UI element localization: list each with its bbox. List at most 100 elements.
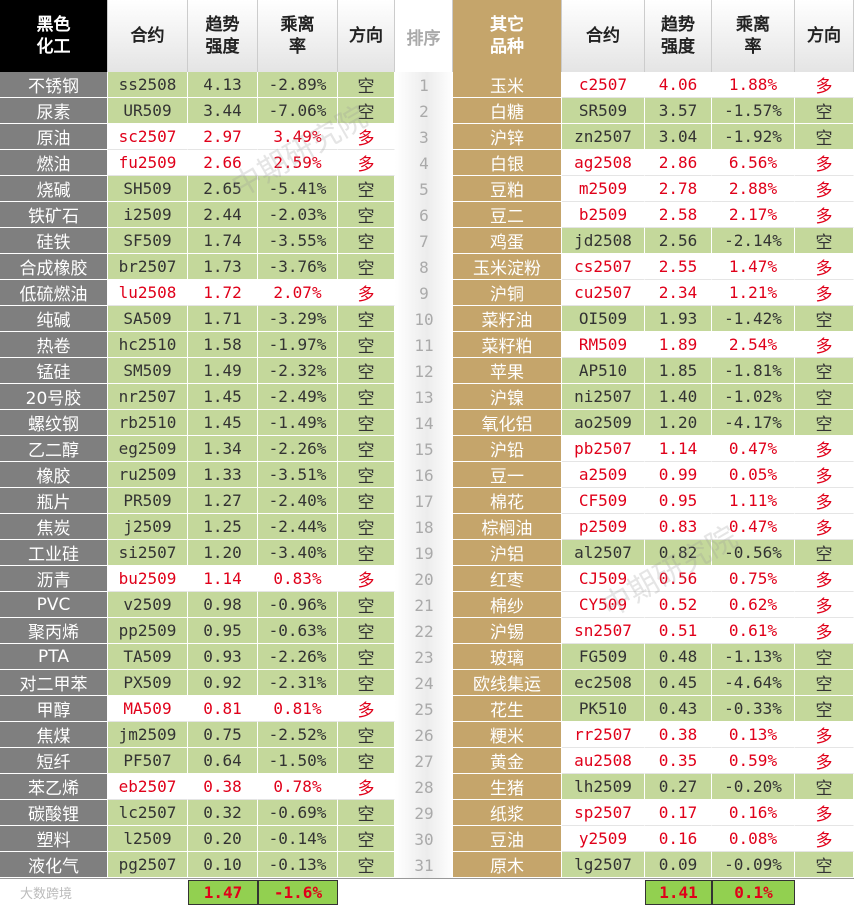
cell-direction: 多 bbox=[795, 800, 854, 826]
rank: 24 bbox=[395, 670, 453, 696]
cell-deviation: 3.49% bbox=[258, 124, 338, 150]
cell-contract: ag2508 bbox=[562, 150, 645, 176]
cell-strength: 1.58 bbox=[188, 332, 258, 358]
cell-direction: 空 bbox=[338, 618, 395, 644]
cell-direction: 空 bbox=[338, 800, 395, 826]
rank: 14 bbox=[395, 410, 453, 436]
cell-strength: 0.81 bbox=[188, 696, 258, 722]
cell-strength: 2.55 bbox=[645, 254, 712, 280]
cell-deviation: -1.57% bbox=[712, 98, 795, 124]
cell-deviation: -0.14% bbox=[258, 826, 338, 852]
rank: 1 bbox=[395, 72, 453, 98]
cell-name: 棕榈油 bbox=[453, 514, 562, 540]
cell-strength: 3.44 bbox=[188, 98, 258, 124]
cell-direction: 多 bbox=[338, 774, 395, 800]
cell-strength: 2.58 bbox=[645, 202, 712, 228]
cell-strength: 1.14 bbox=[188, 566, 258, 592]
cell-contract: UR509 bbox=[108, 98, 188, 124]
cell-contract: a2509 bbox=[562, 462, 645, 488]
cell-deviation: -5.41% bbox=[258, 176, 338, 202]
cell-contract: br2507 bbox=[108, 254, 188, 280]
cell-deviation: -1.81% bbox=[712, 358, 795, 384]
cell-contract: lh2509 bbox=[562, 774, 645, 800]
cell-direction: 空 bbox=[338, 514, 395, 540]
cell-direction: 多 bbox=[795, 618, 854, 644]
header-name: 其它品种 bbox=[453, 0, 562, 72]
cell-contract: pp2509 bbox=[108, 618, 188, 644]
cell-direction: 多 bbox=[795, 72, 854, 98]
cell-strength: 2.66 bbox=[188, 150, 258, 176]
cell-deviation: -3.51% bbox=[258, 462, 338, 488]
header-text: 乘离率 bbox=[280, 15, 315, 57]
header-text: 其它品种 bbox=[489, 15, 524, 57]
cell-direction: 空 bbox=[338, 462, 395, 488]
cell-direction: 多 bbox=[795, 280, 854, 306]
cell-deviation: 0.78% bbox=[258, 774, 338, 800]
cell-name: 尿素 bbox=[0, 98, 108, 124]
cell-direction: 多 bbox=[795, 254, 854, 280]
cell-contract: RM509 bbox=[562, 332, 645, 358]
cell-direction: 多 bbox=[795, 332, 854, 358]
cell-contract: ss2508 bbox=[108, 72, 188, 98]
cell-contract: lu2508 bbox=[108, 280, 188, 306]
cell-name: 玉米 bbox=[453, 72, 562, 98]
cell-strength: 1.89 bbox=[645, 332, 712, 358]
cell-strength: 1.14 bbox=[645, 436, 712, 462]
cell-deviation: -1.13% bbox=[712, 644, 795, 670]
rank: 29 bbox=[395, 800, 453, 826]
cell-strength: 1.40 bbox=[645, 384, 712, 410]
cell-strength: 0.38 bbox=[188, 774, 258, 800]
cell-strength: 0.32 bbox=[188, 800, 258, 826]
rank: 22 bbox=[395, 618, 453, 644]
header-text: 方向 bbox=[807, 26, 841, 46]
cell-strength: 1.33 bbox=[188, 462, 258, 488]
cell-deviation: -1.97% bbox=[258, 332, 338, 358]
cell-contract: OI509 bbox=[562, 306, 645, 332]
cell-contract: jd2508 bbox=[562, 228, 645, 254]
cell-name: 沥青 bbox=[0, 566, 108, 592]
cell-direction: 空 bbox=[795, 410, 854, 436]
cell-strength: 0.99 bbox=[645, 462, 712, 488]
cell-name: 白糖 bbox=[453, 98, 562, 124]
cell-name: 菜籽油 bbox=[453, 306, 562, 332]
cell-deviation: 6.56% bbox=[712, 150, 795, 176]
cell-direction: 空 bbox=[338, 644, 395, 670]
rank: 8 bbox=[395, 254, 453, 280]
cell-name: 氧化铝 bbox=[453, 410, 562, 436]
cell-deviation: -0.20% bbox=[712, 774, 795, 800]
cell-direction: 空 bbox=[338, 254, 395, 280]
cell-name: PVC bbox=[0, 592, 108, 618]
cell-strength: 0.20 bbox=[188, 826, 258, 852]
cell-name: 对二甲苯 bbox=[0, 670, 108, 696]
header-direction: 方向 bbox=[338, 0, 395, 72]
cell-deviation: 2.59% bbox=[258, 150, 338, 176]
cell-direction: 多 bbox=[795, 748, 854, 774]
cell-direction: 空 bbox=[795, 670, 854, 696]
cell-direction: 空 bbox=[338, 436, 395, 462]
header-rank: 排序 bbox=[395, 0, 453, 72]
cell-name: 苯乙烯 bbox=[0, 774, 108, 800]
cell-deviation: 2.88% bbox=[712, 176, 795, 202]
cell-direction: 空 bbox=[795, 306, 854, 332]
cell-direction: 空 bbox=[795, 540, 854, 566]
cell-name: 菜籽粕 bbox=[453, 332, 562, 358]
cell-strength: 1.20 bbox=[188, 540, 258, 566]
cell-direction: 多 bbox=[795, 514, 854, 540]
cell-contract: eb2507 bbox=[108, 774, 188, 800]
cell-name: 棉花 bbox=[453, 488, 562, 514]
cell-contract: PX509 bbox=[108, 670, 188, 696]
cell-direction: 多 bbox=[338, 696, 395, 722]
cell-name: 橡胶 bbox=[0, 462, 108, 488]
rank: 31 bbox=[395, 852, 453, 878]
cell-direction: 空 bbox=[338, 176, 395, 202]
average-deviation: -1.6% bbox=[258, 880, 338, 905]
cell-strength: 2.34 bbox=[645, 280, 712, 306]
rank: 19 bbox=[395, 540, 453, 566]
cell-deviation: 2.17% bbox=[712, 202, 795, 228]
cell-strength: 0.98 bbox=[188, 592, 258, 618]
cell-name: 纯碱 bbox=[0, 306, 108, 332]
cell-deviation: -3.55% bbox=[258, 228, 338, 254]
cell-strength: 2.44 bbox=[188, 202, 258, 228]
cell-strength: 1.45 bbox=[188, 410, 258, 436]
